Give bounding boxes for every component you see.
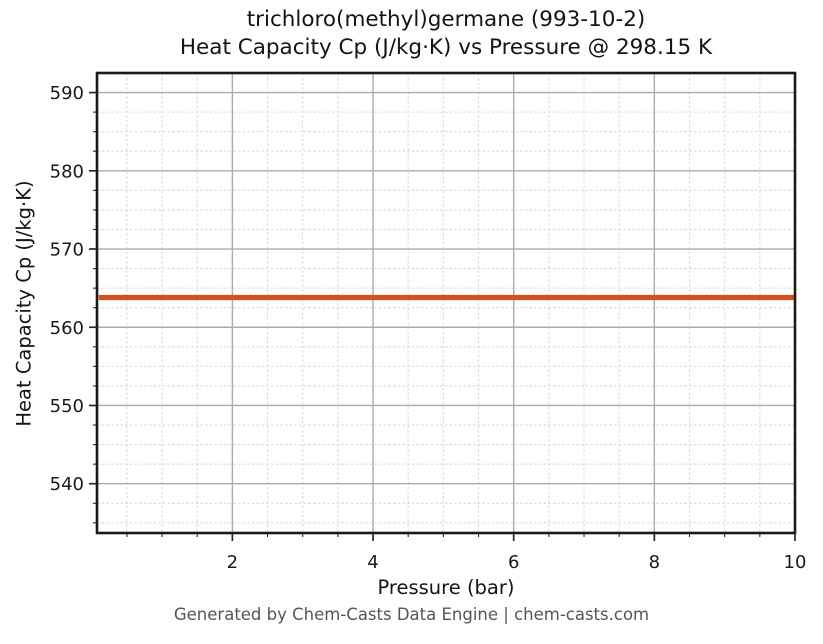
y-tick-label: 560 (50, 318, 84, 339)
y-tick-label: 570 (50, 240, 84, 261)
footer-credit: Generated by Chem-Casts Data Engine | ch… (173, 605, 650, 624)
y-tick-label: 590 (50, 83, 84, 104)
x-axis-label: Pressure (bar) (377, 576, 515, 599)
x-tick-label: 4 (367, 552, 378, 573)
x-tick-label: 6 (508, 552, 519, 573)
chart-title: trichloro(methyl)germane (993-10-2) Heat… (97, 6, 795, 62)
x-tick-label: 8 (649, 552, 660, 573)
x-tick-label: 10 (784, 552, 807, 573)
y-axis-label-box: Heat Capacity Cp (J/kg·K) (2, 73, 46, 533)
y-tick-label: 550 (50, 396, 84, 417)
chart-title-line-2: Heat Capacity Cp (J/kg·K) vs Pressure @ … (179, 35, 713, 60)
x-tick-label: 2 (227, 552, 238, 573)
y-tick-label: 580 (50, 161, 84, 182)
y-tick-label: 540 (50, 474, 84, 495)
y-axis-label: Heat Capacity Cp (J/kg·K) (12, 179, 36, 427)
plot-border (95, 71, 797, 535)
chart-title-line-1: trichloro(methyl)germane (993-10-2) (246, 7, 646, 32)
